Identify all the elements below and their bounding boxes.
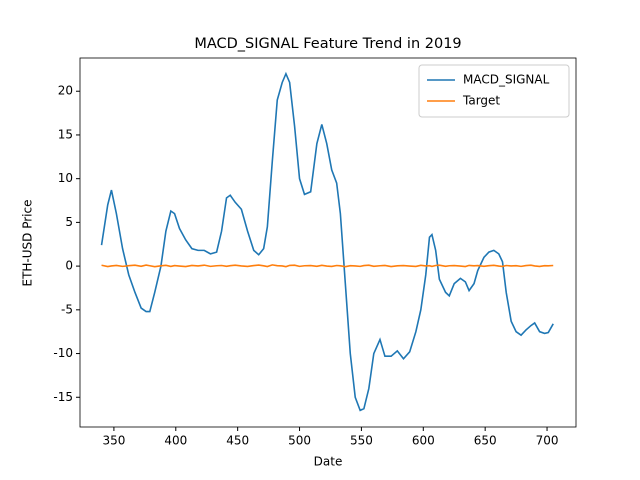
y-tick-label: 15: [58, 127, 73, 141]
plot-frame: [79, 57, 577, 428]
legend-label: MACD_SIGNAL: [463, 73, 550, 87]
legend-box: [418, 64, 570, 118]
x-tick-label: 450: [226, 434, 249, 448]
x-tick-label: 650: [474, 434, 497, 448]
y-tick-label: 10: [58, 171, 73, 185]
chart-title: MACD_SIGNAL Feature Trend in 2019: [194, 36, 461, 52]
x-tick-label: 400: [164, 434, 187, 448]
data-line: [100, 71, 554, 412]
y-tick-label: 20: [58, 84, 73, 98]
x-tick-label: 600: [412, 434, 435, 448]
x-tick-label: 500: [288, 434, 311, 448]
data-line: [101, 264, 554, 268]
x-tick-label: 700: [536, 434, 559, 448]
y-tick-label: -10: [53, 346, 73, 360]
y-tick-label: 0: [65, 259, 73, 273]
y-tick-label: -15: [53, 390, 73, 404]
y-axis-label: ETH-USD Price: [21, 200, 35, 287]
x-tick-label: 350: [102, 434, 125, 448]
y-tick-label: -5: [61, 302, 73, 316]
x-tick-label: 550: [350, 434, 373, 448]
legend-label: Target: [462, 94, 500, 108]
x-axis-label: Date: [314, 455, 343, 469]
y-tick-label: 5: [65, 215, 73, 229]
